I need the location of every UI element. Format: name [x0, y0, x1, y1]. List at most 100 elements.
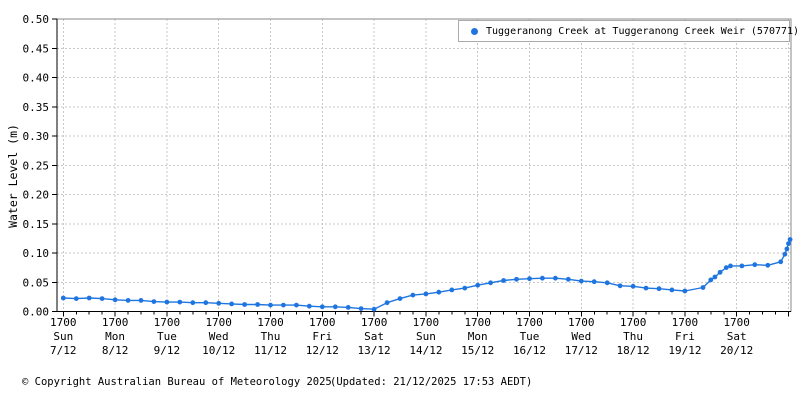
data-series [60, 237, 793, 312]
x-tick-date: 18/12 [617, 344, 650, 357]
x-tick-labels: 1700Sun7/121700Mon8/121700Tue9/121700Wed… [50, 316, 753, 357]
y-tick-label: 0.15 [23, 218, 50, 231]
data-point [682, 288, 688, 294]
data-point [151, 299, 157, 304]
x-tick-date: 16/12 [513, 344, 546, 357]
data-point [371, 306, 377, 312]
data-point [449, 287, 455, 293]
data-point [765, 262, 771, 268]
data-point [190, 300, 196, 306]
x-tick-time: 1700 [154, 316, 181, 329]
data-point [73, 296, 79, 301]
data-point [384, 300, 390, 306]
data-point [86, 295, 92, 301]
data-point [540, 275, 545, 281]
x-tick-dow: Fri [312, 330, 332, 343]
data-point [712, 274, 718, 280]
x-tick-time: 1700 [620, 316, 647, 329]
y-axis-title: Water Level (m) [6, 124, 20, 228]
x-tick-dow: Thu [261, 330, 281, 343]
legend-label: Tuggeranong Creek at Tuggeranong Creek W… [486, 25, 800, 37]
y-tick-label: 0.10 [23, 247, 50, 260]
x-tick-dow: Tue [157, 330, 177, 343]
x-tick-date: 7/12 [50, 344, 77, 357]
x-tick-date: 17/12 [565, 344, 598, 357]
x-tick-time: 1700 [257, 316, 284, 329]
x-tick-dow: Sun [53, 330, 73, 343]
x-tick-date: 10/12 [202, 344, 235, 357]
x-tick-time: 1700 [568, 316, 595, 329]
y-tick-label: 0.00 [23, 306, 50, 319]
data-point [728, 263, 733, 269]
data-point [125, 298, 131, 303]
y-tick-label: 0.30 [23, 130, 50, 143]
data-point [708, 277, 714, 283]
data-point [138, 298, 144, 303]
x-tick-dow: Thu [623, 330, 643, 343]
y-axis-title-group: Water Level (m) [6, 124, 20, 228]
data-point [717, 269, 723, 275]
x-tick-time: 1700 [102, 316, 129, 329]
y-tick-label: 0.25 [23, 159, 50, 172]
data-point [255, 302, 260, 307]
x-tick-dow: Wed [209, 330, 229, 343]
y-tick-label: 0.40 [23, 72, 50, 85]
x-tick-time: 1700 [50, 316, 77, 329]
data-point [112, 297, 118, 303]
data-point [229, 301, 235, 307]
data-line [63, 239, 791, 310]
x-tick-time: 1700 [672, 316, 699, 329]
x-tick-date: 9/12 [154, 344, 181, 357]
data-point [630, 283, 636, 289]
data-point [787, 237, 793, 242]
x-tick-date: 13/12 [358, 344, 391, 357]
data-point [99, 296, 105, 301]
data-point [164, 299, 170, 305]
x-tick-time: 1700 [361, 316, 388, 329]
x-tick-dow: Fri [675, 330, 695, 343]
data-point [216, 300, 222, 306]
x-tick-time: 1700 [464, 316, 491, 329]
y-axis-ticks-labels: 0.00 0.05 0.10 0.15 0.20 0.25 0.30 0.35 0.40 0.45… [23, 13, 57, 319]
x-tick-date: 11/12 [254, 344, 287, 357]
x-tick-dow: Tue [520, 330, 540, 343]
data-point [578, 278, 584, 284]
data-point [475, 282, 481, 288]
data-point [294, 302, 299, 308]
x-tick-date: 14/12 [409, 344, 442, 357]
data-point [358, 306, 364, 311]
data-point [177, 299, 183, 305]
data-point [778, 259, 784, 265]
x-tick-date: 15/12 [461, 344, 494, 357]
y-tick-label: 0.50 [23, 13, 50, 26]
y-tick-label: 0.20 [23, 189, 50, 202]
x-tick-dow: Mon [468, 330, 488, 343]
data-point [786, 241, 791, 247]
legend: Tuggeranong Creek at Tuggeranong Creek W… [458, 20, 799, 42]
data-point [60, 295, 66, 301]
data-point [669, 287, 675, 293]
x-tick-time: 1700 [516, 316, 543, 329]
data-point [617, 283, 623, 289]
data-point [514, 276, 519, 282]
updated-text: (Updated: 21/12/2025 17:53 AEDT) [330, 376, 533, 388]
x-tick-date: 19/12 [668, 344, 701, 357]
x-tick-time: 1700 [723, 316, 750, 329]
data-point [319, 304, 325, 310]
copyright-text: © Copyright Australian Bureau of Meteoro… [22, 376, 332, 388]
data-point [501, 278, 506, 283]
data-point [281, 302, 286, 308]
y-tick-label: 0.45 [23, 42, 50, 55]
data-point [268, 302, 273, 308]
x-tick-time: 1700 [413, 316, 440, 329]
x-tick-time: 1700 [309, 316, 336, 329]
data-point [488, 280, 493, 286]
data-point [723, 265, 729, 270]
data-point [345, 305, 351, 310]
data-point [242, 302, 248, 307]
x-tick-dow: Sun [416, 330, 436, 343]
data-point [591, 279, 597, 285]
data-point [203, 300, 209, 306]
x-tick-dow: Sat [727, 330, 747, 343]
